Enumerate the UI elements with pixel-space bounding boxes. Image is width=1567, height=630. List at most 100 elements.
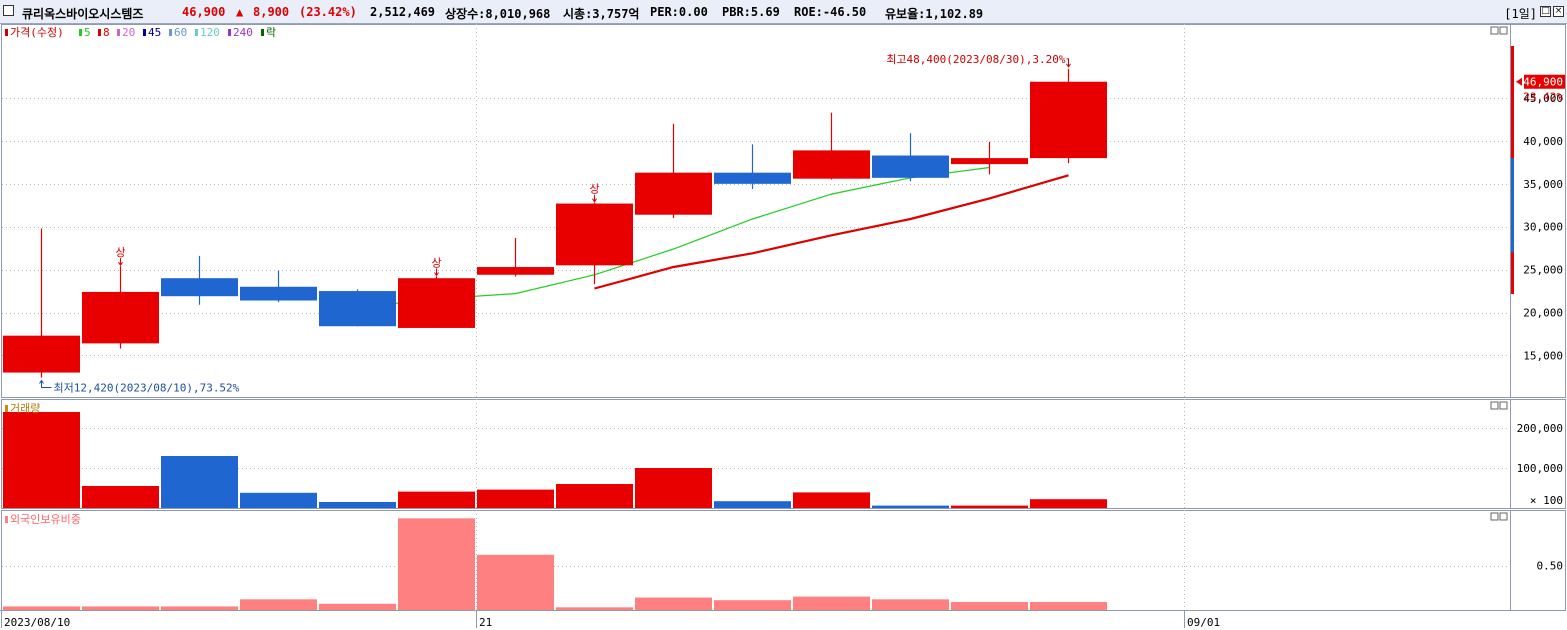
maximize-icon[interactable]: □ [1540,6,1551,17]
limit-up-marker: 상 [589,183,599,196]
foreign-ratio-bar [1030,601,1107,610]
volume-bar [319,502,396,508]
legend-swatch [143,29,146,36]
limit-up-arrow-icon [118,258,123,267]
legend-swatch [117,29,120,36]
legend-item: 8 [103,26,110,39]
pane-close-icon[interactable] [1499,512,1508,521]
ma8-line [594,174,1069,290]
candle-body [161,278,238,297]
volume-bar [3,412,80,508]
foreign-ratio-bar [872,599,949,610]
limit-up-marker: 상 [115,246,125,259]
legend-item: 가격(수정) [10,26,64,39]
candle-body [793,150,870,179]
legend-swatch [261,29,264,36]
volume-bars [3,412,1107,508]
price-change: 8,900 [253,5,290,19]
volume-tick-label: 100,000 [1517,462,1563,475]
volume-bar [793,492,870,508]
volume-bar [872,505,949,508]
legend-item: 240 [233,26,253,39]
legend-swatch [5,405,8,412]
pane-minimize-icon[interactable] [1490,26,1499,35]
high-annotation: 최고48,400(2023/08/30),3.20% [886,53,1066,66]
pane-close-icon[interactable] [1499,401,1508,410]
foreign-ratio-bar [398,518,475,610]
x-tick-label: 21 [479,616,492,629]
foreign-ratio-bar [82,606,159,610]
x-tick-label: 2023/08/10 [4,616,70,629]
pane-frame [1,24,1566,398]
period-selector[interactable]: [1일] [1504,7,1537,21]
candle-body [240,286,317,301]
legend-swatch [195,29,198,36]
volume-tick-label: 200,000 [1517,422,1563,435]
volume-bar [556,484,633,508]
price-tick-label: 30,000 [1523,221,1563,234]
legend-swatch [169,29,172,36]
volume-bar [82,486,159,508]
candle-body [872,155,949,178]
volume-bar [951,505,1028,508]
legend-swatch [5,29,8,36]
volume-bar [398,491,475,508]
candle-body [951,158,1028,165]
foreign-ratio-bar [714,600,791,610]
volume-bar [240,492,317,508]
volume-bar [635,468,712,508]
legend-item: 45 [148,26,161,39]
stock-chart[interactable]: 15,000 20,000 25,000 30,000 35,000 40,000 45,0… [0,24,1567,630]
candle-body [398,278,475,328]
x-tick-label: 09/01 [1187,616,1220,629]
limit-up-marker: 상 [431,256,441,269]
price-change-pct: (23.42%) [299,5,357,19]
volume-legend: 거래량 [10,402,40,415]
foreign-ratio-bar [951,601,1028,610]
legend-swatch [79,29,82,36]
candle-body [1030,81,1107,159]
foreign-ratio-bar [161,606,238,610]
volume-bar [161,456,238,508]
candle-body [319,291,396,327]
legend-swatch [228,29,231,36]
pane-minimize-icon[interactable] [1490,512,1499,521]
pbr-value: PBR:5.69 [722,5,780,19]
current-price-label: 46,900 [1523,76,1563,89]
reserve-ratio: 유보율:1,102.89 [885,7,984,21]
price-tick-label: 15,000 [1523,349,1563,362]
trade-volume: 2,512,469 [370,5,436,19]
select-checkbox[interactable] [3,5,14,16]
pane-frame [1,399,1566,509]
candles [3,68,1107,378]
foreign-legend: 외국인보유비중 [10,513,81,526]
volume-bar [1030,499,1107,508]
candle-body [635,172,712,215]
foreign-ratio-bar [240,599,317,610]
foreign-ratio-bar [319,603,396,610]
price-range-bar-down [1511,158,1514,253]
foreign-tick-label: 0.50 [1537,560,1564,573]
price-tick-label: 35,000 [1523,178,1563,191]
limit-up-arrow-icon [592,194,597,203]
pane-close-icon[interactable] [1499,26,1508,35]
pane-frame [1,510,1566,611]
pane-minimize-icon[interactable] [1490,401,1499,410]
candle-body [477,267,554,275]
price-tick-label: 45,000 [1523,92,1563,105]
low-arrow-icon [39,379,52,389]
candle-body [3,335,80,373]
legend-item: 5 [84,26,91,39]
market-cap: 시총:3,757억 [563,7,640,21]
legend-swatch [5,516,8,523]
current-pct-label: 23.42% [1523,91,1563,104]
legend-swatch [98,29,101,36]
change-arrow-icon: ▲ [236,5,244,19]
candle-body [82,291,159,344]
current-price-box [1524,74,1565,89]
legend-item: 락 [266,26,276,39]
legend-item: 20 [122,26,135,39]
foreign-bars [3,518,1107,610]
roe-value: ROE:-46.50 [794,5,867,19]
close-icon[interactable]: × [1553,6,1564,17]
